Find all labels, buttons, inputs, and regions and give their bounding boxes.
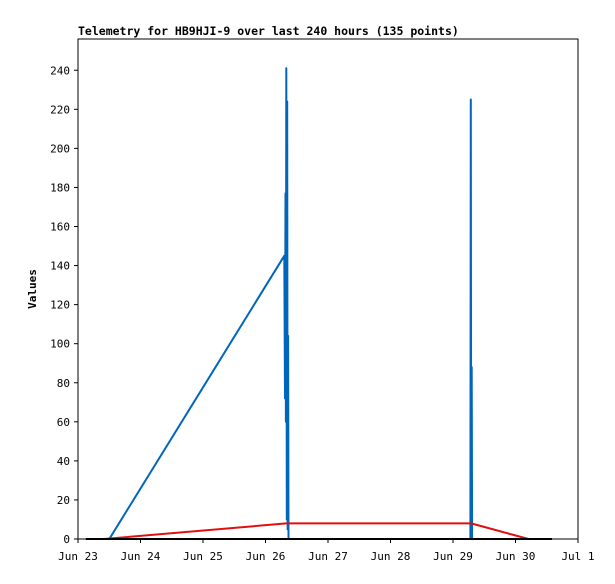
y-axis: 0 20 40 60 80 100 120 140 160 180 200 220 240 <box>50 64 78 546</box>
x-axis: Jun 23 Jun 24 Jun 25 Jun 26 Jun 27 Jun 28 Jun … <box>58 539 595 563</box>
x-tick-label: Jun 28 <box>371 550 411 563</box>
y-tick-label: 240 <box>50 64 70 77</box>
y-tick-label: 120 <box>50 299 70 312</box>
y-tick-label: 20 <box>57 494 70 507</box>
y-tick-label: 60 <box>57 416 70 429</box>
x-tick-label: Jun 25 <box>183 550 223 563</box>
series-line-1 <box>108 67 552 540</box>
y-tick-label: 160 <box>50 221 70 234</box>
x-tick-label: Jun 30 <box>496 550 536 563</box>
x-tick-label: Jun 29 <box>433 550 473 563</box>
y-tick-label: 0 <box>63 533 70 546</box>
y-tick-label: 140 <box>50 260 70 273</box>
x-tick-label: Jun 24 <box>121 550 161 563</box>
y-tick-label: 80 <box>57 377 70 390</box>
x-tick-label: Jun 26 <box>246 550 286 563</box>
x-tick-label: Jul 1 <box>561 550 594 563</box>
y-tick-label: 100 <box>50 338 70 351</box>
y-tick-label: 220 <box>50 103 70 116</box>
series-layer <box>85 67 552 540</box>
y-tick-label: 180 <box>50 181 70 194</box>
y-tick-label: 40 <box>57 455 70 468</box>
y-tick-label: 200 <box>50 142 70 155</box>
y-axis-label: Values <box>26 269 39 309</box>
x-tick-label: Jun 27 <box>308 550 348 563</box>
chart-title: Telemetry for HB9HJI-9 over last 240 hou… <box>78 24 459 38</box>
x-tick-label: Jun 23 <box>58 550 98 563</box>
